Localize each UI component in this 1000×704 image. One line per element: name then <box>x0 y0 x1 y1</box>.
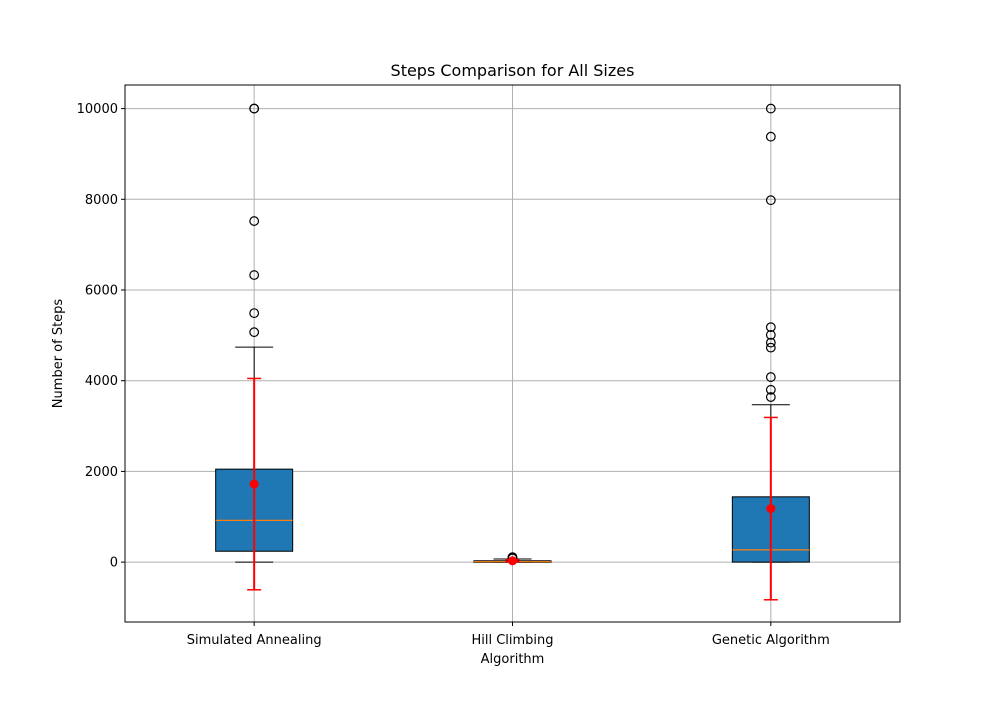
outlier-point <box>765 195 776 206</box>
outlier-point <box>249 308 260 319</box>
y-axis-label: Number of Steps <box>51 299 66 409</box>
mean-marker <box>249 479 259 489</box>
outlier-point <box>765 322 776 333</box>
outlier-point <box>765 372 776 382</box>
outlier-point <box>765 337 776 348</box>
x-tick-label: Genetic Algorithm <box>712 633 830 648</box>
outlier-point <box>765 384 776 395</box>
tick-layer: 0 2000 4000 6000 8000 10000 Simulated Annealin… <box>77 102 830 648</box>
outlier-point <box>765 392 776 402</box>
outlier-point <box>765 342 776 353</box>
x-tick-label: Simulated Annealing <box>187 633 322 648</box>
y-tick-label: 0 <box>110 556 118 571</box>
mean-marker <box>766 504 776 514</box>
chart-title: Steps Comparison for All Sizes <box>391 61 635 80</box>
data-layer <box>215 103 810 601</box>
outlier-point <box>765 131 776 142</box>
outlier-point <box>249 327 260 338</box>
y-tick-label: 8000 <box>85 193 118 208</box>
y-tick-label: 6000 <box>85 284 118 299</box>
outlier-point <box>249 270 260 280</box>
y-tick-label: 10000 <box>77 102 118 117</box>
outlier-point <box>765 330 776 340</box>
mean-marker <box>508 556 517 566</box>
outlier-point <box>765 103 776 114</box>
y-tick-label: 2000 <box>85 465 118 480</box>
x-tick-label: Hill Climbing <box>471 633 553 648</box>
x-axis-label: Algorithm <box>481 652 545 667</box>
outlier-point <box>249 216 260 226</box>
y-tick-label: 4000 <box>85 374 118 389</box>
outlier-point <box>249 103 260 114</box>
